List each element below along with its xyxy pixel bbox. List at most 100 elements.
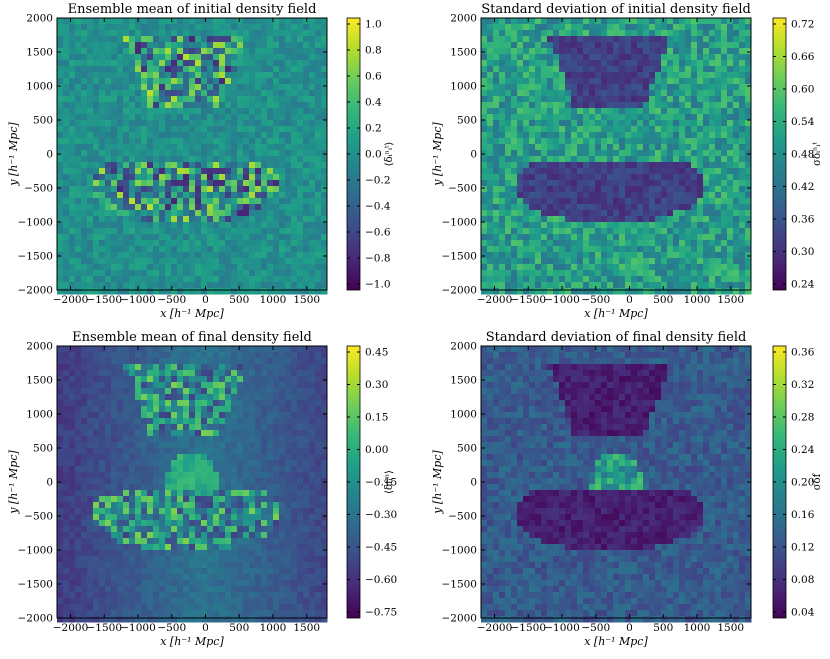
heatmap-cell xyxy=(727,66,734,73)
heatmap-cell xyxy=(703,258,710,265)
heatmap-cell xyxy=(183,252,190,259)
heatmap-cell xyxy=(481,42,488,49)
heatmap-cell xyxy=(505,96,512,103)
heatmap-cell xyxy=(279,270,286,277)
heatmap-cell xyxy=(177,406,184,413)
heatmap-cell xyxy=(201,370,208,377)
heatmap-cell xyxy=(571,48,578,55)
heatmap-cell xyxy=(93,400,100,407)
heatmap-cell xyxy=(195,358,202,365)
heatmap-cell xyxy=(673,246,680,253)
heatmap-cell xyxy=(195,430,202,437)
heatmap-cell xyxy=(547,54,554,61)
heatmap-cell xyxy=(81,400,88,407)
heatmap-cell xyxy=(625,234,632,241)
heatmap-cell xyxy=(81,352,88,359)
heatmap-cell xyxy=(315,108,322,115)
heatmap-cell xyxy=(141,424,148,431)
heatmap-cell xyxy=(141,72,148,79)
heatmap-cell xyxy=(195,186,202,193)
heatmap-cell xyxy=(261,114,268,121)
heatmap-cell xyxy=(111,276,118,283)
heatmap-cell xyxy=(685,96,692,103)
heatmap-cell xyxy=(93,418,100,425)
heatmap-cell xyxy=(111,138,118,145)
heatmap-cell xyxy=(619,78,626,85)
heatmap-cell xyxy=(303,370,310,377)
heatmap-cell xyxy=(733,228,740,235)
heatmap-cell xyxy=(249,42,256,49)
heatmap-cell xyxy=(703,174,710,181)
heatmap-cell xyxy=(303,78,310,85)
heatmap-cell xyxy=(69,102,76,109)
heatmap-cell xyxy=(267,132,274,139)
heatmap-cell xyxy=(201,430,208,437)
heatmap-cell xyxy=(655,240,662,247)
heatmap-cell xyxy=(231,204,238,211)
heatmap-cell xyxy=(267,162,274,169)
heatmap-cell xyxy=(661,24,668,31)
heatmap-cell xyxy=(661,192,668,199)
heatmap-cell xyxy=(261,400,268,407)
heatmap-cell xyxy=(141,282,148,289)
heatmap-cell xyxy=(493,24,500,31)
heatmap-cell xyxy=(111,246,118,253)
heatmap-cell xyxy=(195,252,202,259)
heatmap-cell xyxy=(517,90,524,97)
heatmap-cell xyxy=(213,412,220,419)
heatmap-cell xyxy=(105,108,112,115)
heatmap-cell xyxy=(243,406,250,413)
heatmap-cell xyxy=(81,222,88,229)
heatmap-cell xyxy=(309,418,316,425)
heatmap-cell xyxy=(267,72,274,79)
heatmap-cell xyxy=(679,168,686,175)
heatmap-cell xyxy=(105,192,112,199)
heatmap-cell xyxy=(57,150,64,157)
heatmap-cell xyxy=(655,216,662,223)
heatmap-cell xyxy=(715,240,722,247)
x-tick-label: −2000 xyxy=(477,294,513,306)
heatmap-cell xyxy=(577,132,584,139)
heatmap-cell xyxy=(601,216,608,223)
heatmap-cell xyxy=(219,162,226,169)
heatmap-cell xyxy=(535,120,542,127)
heatmap-cell xyxy=(625,222,632,229)
heatmap-cell xyxy=(57,412,64,419)
heatmap-cell xyxy=(583,72,590,79)
heatmap-cell xyxy=(135,364,142,371)
heatmap-cell xyxy=(291,400,298,407)
heatmap-cell xyxy=(637,126,644,133)
heatmap-cell xyxy=(715,276,722,283)
heatmap-cell xyxy=(655,156,662,163)
heatmap-cell xyxy=(703,156,710,163)
heatmap-cell xyxy=(165,168,172,175)
heatmap-cell xyxy=(499,126,506,133)
heatmap-cell xyxy=(231,382,238,389)
heatmap-cell xyxy=(583,270,590,277)
heatmap-cell xyxy=(291,198,298,205)
heatmap-cell xyxy=(99,60,106,67)
heatmap-cell xyxy=(595,48,602,55)
heatmap-cell xyxy=(565,174,572,181)
heatmap-cell xyxy=(487,144,494,151)
heatmap-cell xyxy=(135,48,142,55)
heatmap-cell xyxy=(195,270,202,277)
heatmap-cell xyxy=(523,156,530,163)
heatmap-cell xyxy=(511,18,518,25)
heatmap-cell xyxy=(589,120,596,127)
heatmap-cell xyxy=(207,30,214,37)
heatmap-cell xyxy=(673,162,680,169)
heatmap-cell xyxy=(703,132,710,139)
heatmap-cell xyxy=(165,204,172,211)
heatmap-cell xyxy=(141,246,148,253)
heatmap-cell xyxy=(523,240,530,247)
heatmap-cell xyxy=(165,198,172,205)
heatmap-cell xyxy=(697,66,704,73)
heatmap-cell xyxy=(511,42,518,49)
heatmap-cell xyxy=(105,36,112,43)
heatmap-cell xyxy=(589,18,596,25)
heatmap-cell xyxy=(135,258,142,265)
heatmap-cell xyxy=(511,264,518,271)
heatmap-cell xyxy=(523,66,530,73)
heatmap-cell xyxy=(99,258,106,265)
